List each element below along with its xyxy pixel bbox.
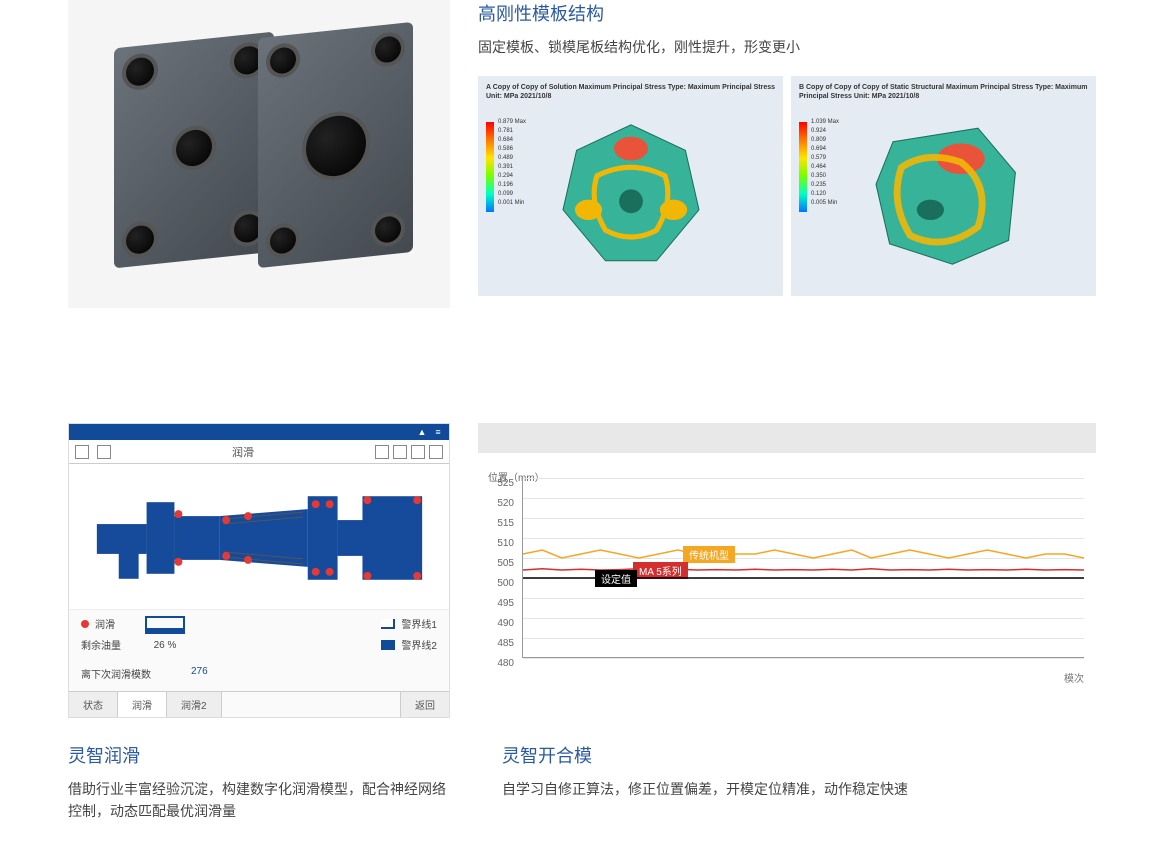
lub-toolbar-title: 润滑 [119,444,367,460]
tool-icon-4[interactable] [429,445,443,459]
menu-icon: ≡ [433,427,443,437]
lubrication-title: 灵智润滑 [68,742,450,768]
sim-left: A Copy of Copy of Solution Maximum Princ… [478,76,783,296]
countdown-value: 276 [191,666,208,681]
section1-desc: 固定模板、锁模尾板结构优化，刚性提升，形变更小 [478,36,1096,58]
lub-tab-1[interactable]: 润滑 [118,692,167,717]
sim-left-legend-labels: 0.879 Max0.7810.6840.5860.4890.3910.2940… [498,118,526,208]
lub-tabs: 状态润滑润滑2 返回 [69,691,449,717]
back-icon[interactable] [97,445,111,459]
moldopen-desc: 自学习自修正算法，修正位置偏差，开模定位精准，动作稳定快速 [502,778,1096,800]
sim-right-meta: B Copy of Copy of Copy of Static Structu… [799,84,1096,101]
chart-grid: 传统机型MA 5系列设定值 [522,478,1084,658]
sim-left-meta: A Copy of Copy of Solution Maximum Princ… [486,84,783,101]
lub-diagram [69,464,449,609]
lub-legend: 润滑 剩余油量 26 % 警界线1 警界线2 [69,609,449,660]
tool-icon-1[interactable] [375,445,389,459]
sim-left-mesh [546,108,716,278]
lubrication-desc: 借助行业丰富经验沉淀，构建数字化润滑模型，配合神经网络控制，动态匹配最优润滑量 [68,778,450,823]
lub-toolbar: 润滑 [69,440,449,464]
lub-tab-0[interactable]: 状态 [69,692,118,717]
lubrication-panel: ▲ ≡ 润滑 [68,423,450,718]
moldopen-chart: 位置（mm） 525520515510505500495490485480 传统… [478,423,1096,693]
lub-titlebar: ▲ ≡ [69,424,449,440]
lub-oil-label: 剩余油量 [81,637,121,652]
lub-oil-percent: 26 % [154,640,177,651]
sim-right-mesh [859,108,1029,278]
user-icon: ▲ [417,427,427,437]
section1-title: 高刚性模板结构 [478,0,1096,26]
lub-countdown: 离下次润滑模数 276 [69,660,449,691]
mold-photo [68,0,450,308]
lub-point-label: 润滑 [95,616,115,631]
tool-icon-3[interactable] [411,445,425,459]
sim-right: B Copy of Copy of Copy of Static Structu… [791,76,1096,296]
sim-right-legend-labels: 1.039 Max0.9240.8090.6940.5790.4640.3500… [811,118,839,208]
lub-tab-return[interactable]: 返回 [400,692,449,717]
series-label-设定值: 设定值 [595,570,637,587]
lub-warn2: 警界线2 [401,637,437,652]
chart-xaxis-title: 模次 [1064,670,1084,685]
lub-tab-2[interactable]: 润滑2 [167,692,222,717]
chart-ylabels: 525520515510505500495490485480 [492,478,514,678]
countdown-label: 离下次润滑模数 [81,666,151,681]
tool-icon-2[interactable] [393,445,407,459]
lub-warn1: 警界线1 [401,616,437,631]
home-icon[interactable] [75,445,89,459]
moldopen-title: 灵智开合模 [502,742,1096,768]
